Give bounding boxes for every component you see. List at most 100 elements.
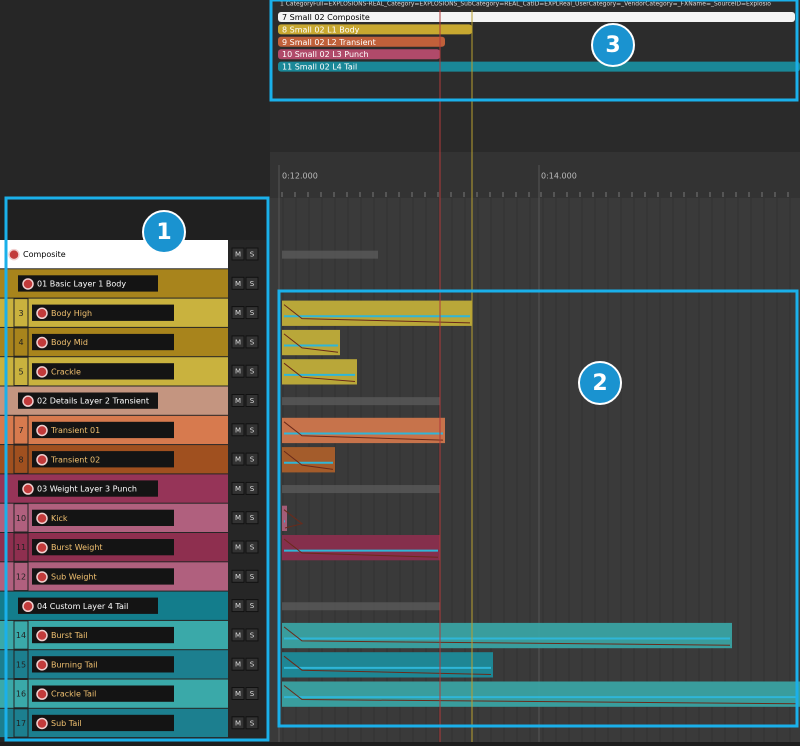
- record-arm[interactable]: [36, 659, 48, 671]
- solo-button[interactable]: [245, 364, 259, 378]
- mute-button[interactable]: [231, 481, 245, 495]
- number-strip: [13, 327, 29, 357]
- clip-list-item[interactable]: [278, 36, 445, 47]
- record-arm[interactable]: [22, 483, 34, 495]
- track-name: Burning Tail: [51, 660, 98, 669]
- callout-badge: [591, 23, 635, 67]
- record-arm[interactable]: [36, 454, 48, 466]
- mute-button[interactable]: [231, 247, 245, 261]
- record-arm[interactable]: [8, 248, 20, 261]
- record-arm[interactable]: [36, 366, 48, 378]
- solo-button[interactable]: [245, 716, 259, 730]
- solo-button[interactable]: [245, 481, 259, 495]
- record-arm[interactable]: [22, 600, 34, 612]
- waveform: [282, 250, 378, 259]
- mute-button[interactable]: [231, 599, 245, 613]
- name-field: [32, 363, 174, 380]
- mute-label: M: [235, 719, 241, 727]
- audio-clip[interactable]: [282, 505, 287, 531]
- solo-label: S: [250, 338, 255, 346]
- mute-button[interactable]: [231, 716, 245, 730]
- waveform: [282, 397, 440, 406]
- track-name: 03 Weight Layer 3 Punch: [37, 485, 137, 494]
- track-number: 15: [16, 660, 26, 669]
- mute-label: M: [235, 368, 241, 376]
- track-number: 4: [18, 338, 23, 347]
- mute-button[interactable]: [231, 540, 245, 554]
- name-field: [18, 480, 158, 497]
- number-strip: [13, 649, 29, 680]
- mute-button[interactable]: [231, 423, 245, 437]
- mute-button[interactable]: [231, 687, 245, 700]
- name-field: [32, 451, 174, 468]
- mute-label: M: [235, 661, 241, 669]
- solo-button[interactable]: [245, 423, 259, 437]
- solo-button[interactable]: [245, 628, 259, 642]
- number-strip: [13, 356, 29, 387]
- fade-envelope: [283, 626, 731, 646]
- mute-button[interactable]: [231, 335, 245, 349]
- fade-envelope: [283, 421, 444, 441]
- solo-button[interactable]: [245, 569, 259, 583]
- number-strip: [13, 708, 29, 738]
- name-field: [32, 539, 174, 556]
- mute-button[interactable]: [231, 657, 245, 671]
- mute-label: M: [235, 338, 241, 346]
- record-arm[interactable]: [22, 395, 34, 407]
- mute-button[interactable]: [231, 511, 245, 525]
- solo-label: S: [250, 280, 255, 288]
- solo-button[interactable]: [245, 687, 259, 700]
- record-arm[interactable]: [36, 541, 48, 554]
- solo-button[interactable]: [245, 335, 259, 349]
- mute-button[interactable]: [231, 569, 245, 583]
- solo-button[interactable]: [245, 657, 259, 671]
- record-arm[interactable]: [36, 717, 48, 730]
- record-arm[interactable]: [36, 629, 48, 642]
- track-name: 01 Basic Layer 1 Body: [37, 279, 126, 288]
- solo-button[interactable]: [245, 276, 259, 290]
- number-strip: [13, 532, 29, 562]
- record-arm[interactable]: [36, 336, 48, 349]
- mute-button[interactable]: [231, 452, 245, 466]
- solo-button[interactable]: [245, 452, 259, 466]
- number-strip: [13, 679, 29, 709]
- mute-button[interactable]: [231, 364, 245, 378]
- track-number: 8: [18, 455, 23, 464]
- name-field: [32, 509, 174, 526]
- record-arm[interactable]: [36, 424, 48, 437]
- ruler: [270, 152, 800, 198]
- fade-envelope: [283, 362, 356, 382]
- track-name: Composite: [23, 250, 66, 259]
- clip-list-item[interactable]: [278, 12, 795, 22]
- clip-list-item[interactable]: [278, 24, 472, 35]
- mute-label: M: [235, 573, 241, 581]
- solo-button[interactable]: [245, 540, 259, 554]
- solo-label: S: [250, 397, 255, 405]
- solo-button[interactable]: [245, 599, 259, 613]
- record-arm[interactable]: [36, 571, 48, 583]
- track-name: Transient 01: [50, 426, 100, 435]
- mute-button[interactable]: [231, 306, 245, 320]
- solo-button[interactable]: [245, 394, 259, 407]
- solo-label: S: [250, 368, 255, 376]
- solo-button[interactable]: [245, 306, 259, 320]
- callout-number: 2: [592, 371, 607, 396]
- solo-label: S: [250, 631, 255, 639]
- record-arm[interactable]: [36, 512, 48, 525]
- name-field: [32, 714, 174, 732]
- mute-button[interactable]: [231, 276, 245, 290]
- mute-button[interactable]: [231, 394, 245, 407]
- record-arm[interactable]: [36, 307, 48, 319]
- clip-list-item[interactable]: [278, 61, 800, 72]
- track-number: 11: [16, 543, 26, 552]
- record-arm[interactable]: [22, 278, 34, 290]
- clip-list-item[interactable]: [278, 49, 440, 60]
- solo-button[interactable]: [245, 511, 259, 525]
- track-name: Burst Tail: [51, 631, 88, 640]
- solo-button[interactable]: [245, 247, 259, 261]
- mute-label: M: [235, 456, 241, 464]
- record-arm[interactable]: [36, 688, 48, 700]
- track-number: 7: [18, 426, 23, 435]
- mute-button[interactable]: [231, 628, 245, 642]
